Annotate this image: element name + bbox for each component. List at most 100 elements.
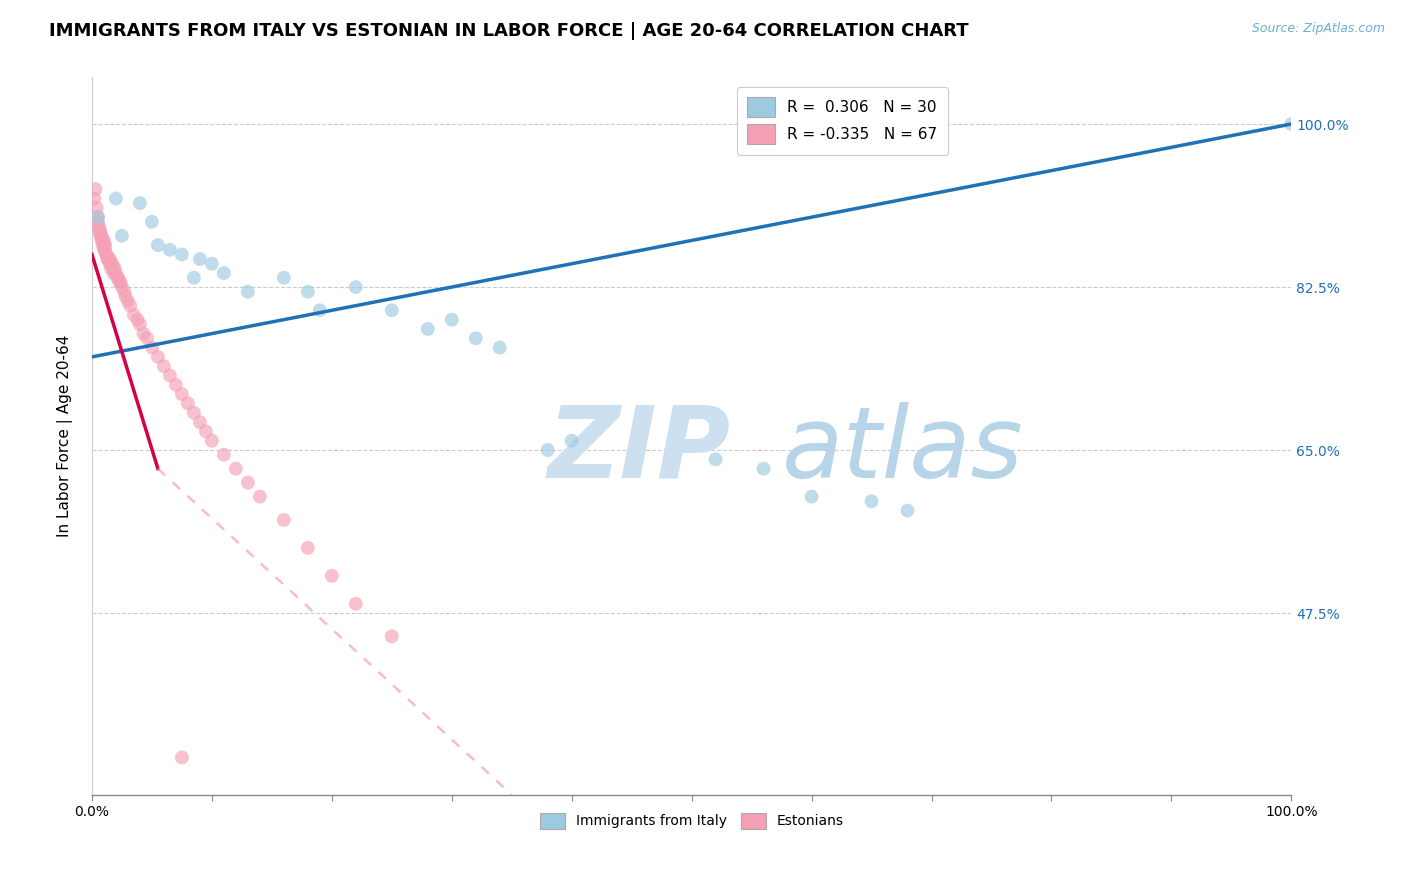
Point xyxy=(146,238,169,252)
Y-axis label: In Labor Force | Age 20-64: In Labor Force | Age 20-64 xyxy=(58,334,73,537)
Point xyxy=(381,303,404,318)
Point xyxy=(236,475,259,490)
Text: atlas: atlas xyxy=(782,402,1024,499)
Point xyxy=(104,266,127,280)
Point xyxy=(704,452,727,467)
Point xyxy=(183,406,205,420)
Legend: Immigrants from Italy, Estonians: Immigrants from Italy, Estonians xyxy=(534,807,849,834)
Point xyxy=(96,252,118,266)
Point xyxy=(97,252,120,266)
Point xyxy=(165,377,187,392)
Point xyxy=(94,243,117,257)
Point xyxy=(96,252,118,266)
Point xyxy=(101,257,124,271)
Point xyxy=(561,434,583,448)
Point xyxy=(440,312,463,326)
Point xyxy=(800,490,823,504)
Point xyxy=(108,276,131,290)
Point xyxy=(89,224,111,238)
Point xyxy=(104,261,127,276)
Point xyxy=(177,396,200,410)
Point xyxy=(87,210,110,224)
Point xyxy=(91,234,114,248)
Point xyxy=(117,293,139,308)
Point xyxy=(100,261,122,276)
Point xyxy=(89,228,111,243)
Point xyxy=(89,224,111,238)
Point xyxy=(308,303,330,318)
Text: IMMIGRANTS FROM ITALY VS ESTONIAN IN LABOR FORCE | AGE 20-64 CORRELATION CHART: IMMIGRANTS FROM ITALY VS ESTONIAN IN LAB… xyxy=(49,22,969,40)
Point xyxy=(194,425,217,439)
Text: ZIP: ZIP xyxy=(548,402,731,499)
Point xyxy=(153,359,176,374)
Point xyxy=(236,285,259,299)
Point xyxy=(297,541,319,555)
Point xyxy=(103,266,125,280)
Point xyxy=(464,331,486,345)
Point xyxy=(122,308,145,322)
Point xyxy=(416,322,439,336)
Point xyxy=(159,243,181,257)
Text: Source: ZipAtlas.com: Source: ZipAtlas.com xyxy=(1251,22,1385,36)
Point xyxy=(188,415,211,429)
Point xyxy=(141,341,163,355)
Point xyxy=(860,494,883,508)
Point xyxy=(129,318,152,332)
Point xyxy=(84,182,107,196)
Point xyxy=(273,513,295,527)
Point xyxy=(297,285,319,299)
Point xyxy=(537,443,560,458)
Point xyxy=(94,238,117,252)
Point xyxy=(129,196,152,211)
Point xyxy=(112,285,135,299)
Point xyxy=(111,228,134,243)
Point xyxy=(91,238,114,252)
Point xyxy=(98,252,121,266)
Point xyxy=(90,228,112,243)
Point xyxy=(159,368,181,383)
Point xyxy=(170,247,193,261)
Point xyxy=(183,270,205,285)
Point xyxy=(114,289,136,303)
Point xyxy=(96,247,118,261)
Point xyxy=(752,461,775,475)
Point xyxy=(87,215,110,229)
Point xyxy=(170,387,193,401)
Point xyxy=(132,326,155,341)
Point xyxy=(225,461,247,475)
Point xyxy=(1279,117,1302,131)
Point xyxy=(212,448,235,462)
Point xyxy=(146,350,169,364)
Point xyxy=(170,750,193,764)
Point xyxy=(273,270,295,285)
Point xyxy=(103,261,125,276)
Point xyxy=(89,219,111,234)
Point xyxy=(321,569,343,583)
Point xyxy=(83,192,105,206)
Point xyxy=(93,243,115,257)
Point xyxy=(86,201,108,215)
Point xyxy=(105,270,128,285)
Point xyxy=(381,629,404,643)
Point xyxy=(93,234,115,248)
Point xyxy=(90,234,112,248)
Point xyxy=(98,257,121,271)
Point xyxy=(111,280,134,294)
Point xyxy=(87,210,110,224)
Point xyxy=(344,280,367,294)
Point xyxy=(344,597,367,611)
Point xyxy=(93,238,115,252)
Point xyxy=(120,299,142,313)
Point xyxy=(488,341,510,355)
Point xyxy=(249,490,271,504)
Point xyxy=(127,312,149,326)
Point xyxy=(110,276,132,290)
Point xyxy=(896,503,918,517)
Point xyxy=(201,257,224,271)
Point xyxy=(136,331,159,345)
Point xyxy=(104,192,127,206)
Point xyxy=(212,266,235,280)
Point xyxy=(107,270,129,285)
Point xyxy=(96,247,118,261)
Point xyxy=(100,257,122,271)
